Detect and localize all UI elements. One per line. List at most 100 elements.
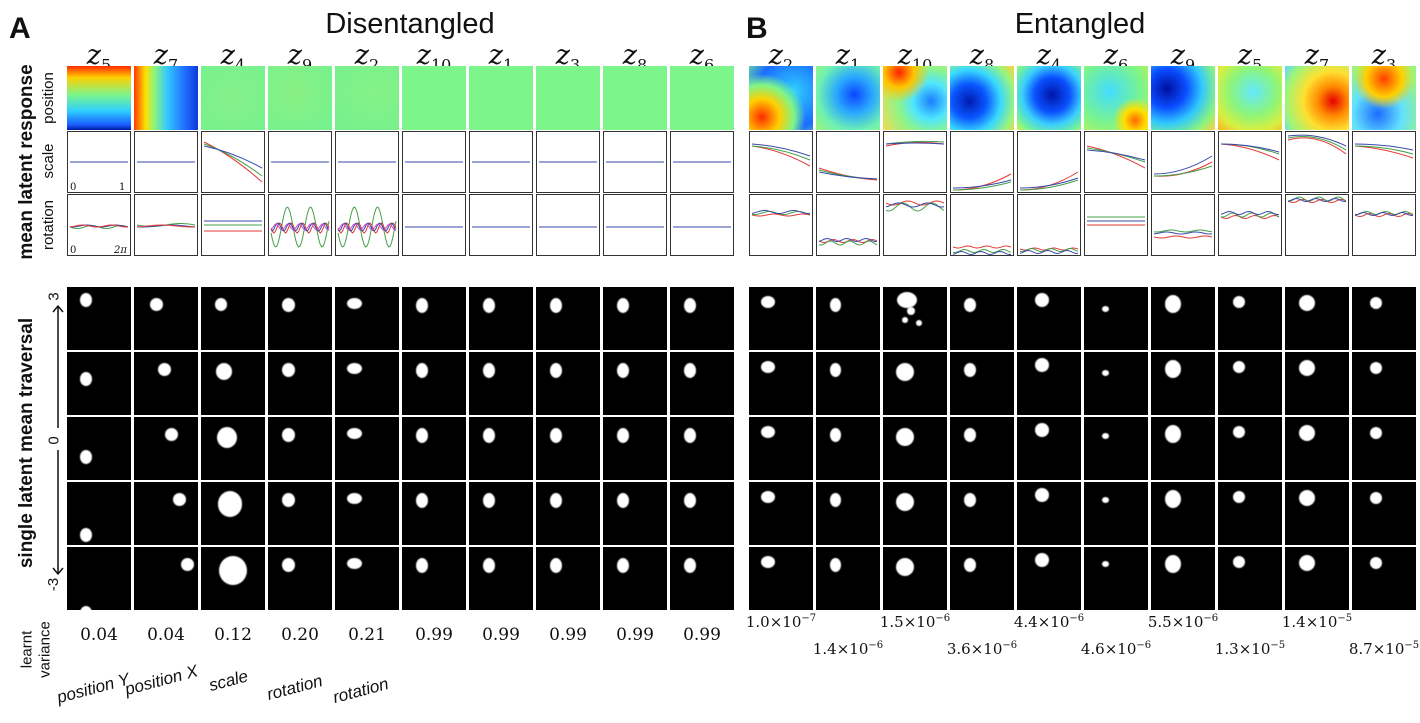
shape-blob-A-1-2-0 xyxy=(165,428,179,442)
shape-blob-A-2-1-0 xyxy=(216,362,233,380)
shape-blob-B-1-4-0 xyxy=(830,558,842,573)
shape-blob-B-7-3-0 xyxy=(1233,490,1246,503)
scale-plot-B-0-curve-0 xyxy=(751,145,811,167)
rotation-plot-B-4-curve-2 xyxy=(1019,249,1079,255)
shape-blob-B-3-3-0 xyxy=(964,493,977,508)
shape-blob-A-3-3-0 xyxy=(282,493,296,508)
traversal-A-4-4 xyxy=(335,547,399,610)
variance-A-3: 0.20 xyxy=(281,625,319,645)
rotation-plot-A-3-curve-3 xyxy=(270,223,330,231)
shape-blob-A-9-3-0 xyxy=(684,493,697,509)
shape-blob-B-5-2-0 xyxy=(1101,433,1109,440)
panel-b-letter: B xyxy=(746,12,768,45)
traversal-B-8-1 xyxy=(1285,352,1349,415)
rotation-plot-B-8 xyxy=(1285,194,1349,256)
shape-blob-A-7-2-0 xyxy=(550,428,563,444)
factor-label-3: rotation xyxy=(264,671,325,705)
variance-B-1: 1.4×10−6 xyxy=(812,640,884,658)
rotation-plot-B-9-curve-2 xyxy=(1354,211,1414,217)
traversal-B-6-3 xyxy=(1151,482,1215,545)
traversal-B-1-4 xyxy=(816,547,880,610)
scale-plot-A-1 xyxy=(134,131,198,193)
shape-blob-A-8-4-0 xyxy=(617,558,630,574)
traversal-B-7-3 xyxy=(1218,482,1282,545)
traversal-A-1-2 xyxy=(134,417,198,480)
traversal-B-9-4 xyxy=(1352,547,1416,610)
shape-blob-B-4-3-0 xyxy=(1034,488,1049,503)
traversal-B-7-1 xyxy=(1218,352,1282,415)
traversal-B-8-0 xyxy=(1285,287,1349,350)
position-heatmap-A-3 xyxy=(268,66,332,130)
latent-label-A-1: z7 xyxy=(153,40,179,75)
traversal-B-2-3 xyxy=(883,482,947,545)
traversal-B-8-2 xyxy=(1285,417,1349,480)
shape-blob-B-4-1-0 xyxy=(1034,358,1049,373)
shape-blob-B-8-4-0 xyxy=(1299,554,1316,571)
traversal-B-1-2 xyxy=(816,417,880,480)
scale-plot-B-4 xyxy=(1017,131,1081,193)
scale-max-tick: 1 xyxy=(119,182,126,193)
scale-plot-B-7-curve-2 xyxy=(1220,143,1280,153)
traversal-A-2-4 xyxy=(201,547,265,610)
traversal-A-9-2 xyxy=(670,417,734,480)
shape-blob-A-9-4-0 xyxy=(684,558,697,574)
shape-blob-B-9-1-0 xyxy=(1369,362,1382,375)
shape-blob-A-0-3-0 xyxy=(79,527,92,542)
factor-label-4: rotation xyxy=(330,674,391,708)
rotation-plot-B-0-curve-2 xyxy=(751,210,811,214)
rotation-plot-A-4-curve-2 xyxy=(337,222,397,232)
scale-plot-A-0 xyxy=(67,131,131,193)
traversal-A-3-3 xyxy=(268,482,332,545)
rotation-plot-A-4-curve-0 xyxy=(337,206,397,248)
shape-blob-A-3-2-0 xyxy=(282,428,296,443)
scale-plot-B-2-curve-2 xyxy=(885,142,945,145)
variance-B-5: 4.6×10−6 xyxy=(1080,640,1152,658)
scale-plot-A-2-curve-0 xyxy=(203,141,263,183)
traversal-top-tick: 3 xyxy=(45,292,63,301)
scale-plot-B-8-curve-0 xyxy=(1287,137,1347,155)
variance-A-0: 0.04 xyxy=(80,625,118,645)
shape-blob-A-4-3-0 xyxy=(346,493,362,505)
shape-blob-A-9-1-0 xyxy=(684,363,697,379)
position-heatmap-A-8 xyxy=(603,66,667,130)
rotation-plot-A-3-curve-0 xyxy=(270,206,330,248)
learnt-variance-label: learnt variance xyxy=(18,621,54,678)
traversal-B-5-3 xyxy=(1084,482,1148,545)
panel-a-title: Disentangled xyxy=(325,8,495,40)
shape-blob-A-5-4-0 xyxy=(416,558,429,574)
traversal-B-5-4 xyxy=(1084,547,1148,610)
traversal-A-6-3 xyxy=(469,482,533,545)
traversal-A-5-1 xyxy=(402,352,466,415)
shape-blob-B-2-0-2 xyxy=(902,317,909,324)
traversal-A-8-3 xyxy=(603,482,667,545)
shape-blob-A-3-4-0 xyxy=(282,558,296,573)
variance-A-6: 0.99 xyxy=(482,625,520,645)
traversal-A-5-4 xyxy=(402,547,466,610)
rotation-plot-B-0 xyxy=(749,194,813,256)
latent-label-A-9: z6 xyxy=(689,40,715,75)
position-heatmap-B-7 xyxy=(1218,66,1282,130)
shape-blob-B-7-1-0 xyxy=(1233,360,1246,373)
traversal-B-3-4 xyxy=(950,547,1014,610)
rotation-plot-B-8-curve-0 xyxy=(1287,198,1347,204)
traversal-B-4-2 xyxy=(1017,417,1081,480)
traversal-A-0-1 xyxy=(67,352,131,415)
rotation-plot-B-2-curve-0 xyxy=(885,200,945,206)
shape-blob-A-5-3-0 xyxy=(416,493,429,509)
shape-blob-B-1-2-0 xyxy=(830,428,842,443)
traversal-B-5-1 xyxy=(1084,352,1148,415)
position-heatmap-B-5 xyxy=(1084,66,1148,130)
scale-plot-B-6-curve-1 xyxy=(1153,165,1213,177)
shape-blob-A-4-2-0 xyxy=(346,428,362,440)
shape-blob-B-8-0-0 xyxy=(1299,294,1316,311)
rotation-plot-B-6 xyxy=(1151,194,1215,256)
traversal-B-3-0 xyxy=(950,287,1014,350)
shape-blob-A-6-0-0 xyxy=(483,298,496,314)
traversal-B-9-2 xyxy=(1352,417,1416,480)
shape-blob-A-4-1-0 xyxy=(346,363,362,375)
traversal-B-9-0 xyxy=(1352,287,1416,350)
shape-blob-A-2-4-0 xyxy=(218,555,247,586)
scale-plot-A-2 xyxy=(201,131,265,193)
traversal-B-1-0 xyxy=(816,287,880,350)
scale-plot-B-1-curve-2 xyxy=(818,171,878,180)
